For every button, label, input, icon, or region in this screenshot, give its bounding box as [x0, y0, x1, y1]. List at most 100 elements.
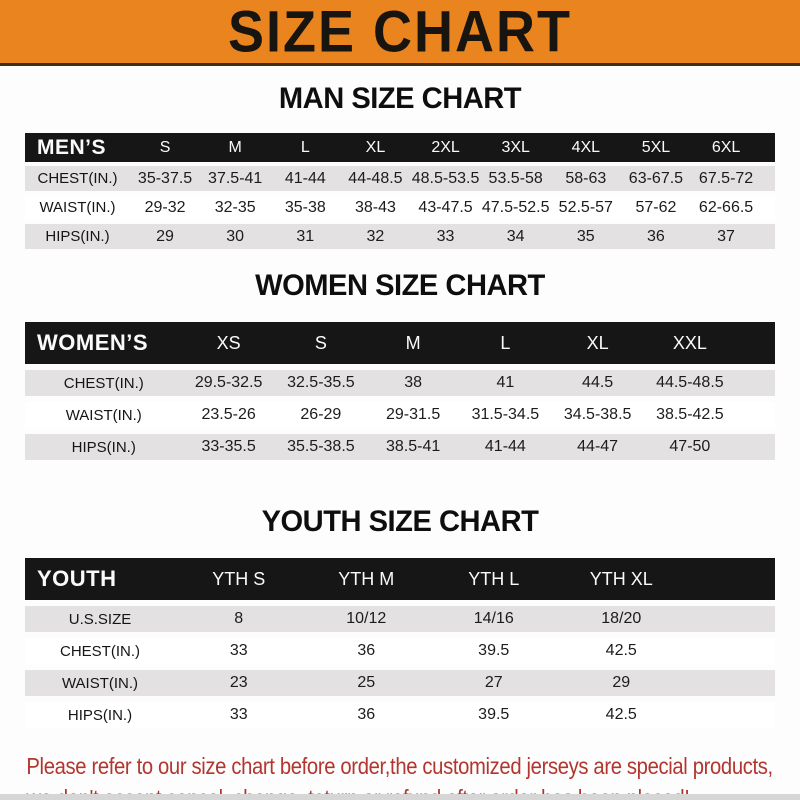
size-value-cell: 32-35 — [200, 195, 271, 220]
size-value-cell: 34.5-38.5 — [551, 402, 644, 428]
size-value-cell: 29.5-32.5 — [182, 370, 275, 396]
youth-table-row: HIPS(IN.) 33 36 39.5 42.5 — [25, 702, 775, 728]
row-label: U.S.SIZE — [25, 606, 175, 632]
column-header-m: M — [200, 133, 271, 162]
size-value-cell: 34 — [480, 224, 551, 249]
size-value-cell: 44.5 — [551, 370, 644, 396]
size-value-cell: 58-63 — [550, 166, 621, 191]
size-value-cell: 31 — [270, 224, 341, 249]
men-section-heading: MAN SIZE CHART — [278, 82, 522, 115]
size-value-cell: 38-43 — [340, 195, 411, 220]
size-value-cell: 36 — [302, 702, 430, 728]
size-value-cell: 44-48.5 — [340, 166, 411, 191]
men-table-header-row: MEN’S S M L XL 2XL 3XL 4XL 5XL 6XL — [25, 133, 775, 162]
size-value-cell: 33 — [410, 224, 481, 249]
disclaimer-line-1: Please refer to our size chart before or… — [26, 753, 773, 779]
row-filler-cell — [685, 702, 775, 728]
column-header-4xl: 4XL — [550, 133, 621, 162]
column-header-2xl: 2XL — [410, 133, 481, 162]
header-filler-cell — [685, 558, 775, 600]
size-value-cell: 36 — [302, 638, 430, 664]
women-size-table: WOMEN’S XS S M L XL XXL CHEST(IN.) 29.5-32.5 32.5… — [25, 316, 775, 466]
column-header-yth-l: YTH L — [430, 558, 558, 600]
size-value-cell: 35 — [550, 224, 621, 249]
women-table-row: HIPS(IN.) 33-35.5 35.5-38.5 38.5-41 41-44 44-… — [25, 434, 775, 460]
row-filler-cell — [761, 224, 775, 249]
row-filler-cell — [761, 166, 775, 191]
size-value-cell: 23.5-26 — [182, 402, 275, 428]
size-value-cell: 63-67.5 — [620, 166, 691, 191]
size-value-cell: 41-44 — [459, 434, 552, 460]
size-value-cell: 44.5-48.5 — [643, 370, 736, 396]
size-value-cell: 62-66.5 — [691, 195, 762, 220]
size-value-cell: 41-44 — [270, 166, 341, 191]
row-filler-cell — [685, 606, 775, 632]
youth-table-row: WAIST(IN.) 23 25 27 29 — [25, 670, 775, 696]
size-value-cell: 8 — [175, 606, 303, 632]
column-header-yth-m: YTH M — [302, 558, 430, 600]
row-filler-cell — [736, 402, 775, 428]
size-value-cell: 32.5-35.5 — [274, 370, 367, 396]
column-header-xl: XL — [551, 322, 644, 364]
size-chart-banner: SIZE CHART — [0, 0, 800, 66]
size-value-cell: 37 — [691, 224, 762, 249]
size-value-cell: 27 — [430, 670, 558, 696]
size-value-cell: 38.5-42.5 — [643, 402, 736, 428]
size-value-cell: 44-47 — [551, 434, 644, 460]
row-filler-cell — [685, 670, 775, 696]
column-header-yth-xl: YTH XL — [557, 558, 685, 600]
size-value-cell: 29-31.5 — [367, 402, 460, 428]
size-value-cell: 32 — [340, 224, 411, 249]
size-value-cell: 33 — [175, 638, 303, 664]
size-value-cell: 23 — [175, 670, 303, 696]
header-filler-cell — [736, 322, 775, 364]
row-label: CHEST(IN.) — [25, 166, 130, 191]
size-value-cell: 18/20 — [557, 606, 685, 632]
row-filler-cell — [685, 638, 775, 664]
header-filler-cell — [761, 133, 775, 162]
size-value-cell: 33-35.5 — [182, 434, 275, 460]
women-section-heading: WOMEN SIZE CHART — [255, 269, 545, 302]
men-size-table: MEN’S S M L XL 2XL 3XL 4XL 5XL 6XL CHEST(IN.) 35-37… — [25, 129, 775, 253]
column-header-m: M — [367, 322, 460, 364]
men-table-header-label: MEN’S — [25, 133, 130, 162]
size-value-cell: 29-32 — [130, 195, 201, 220]
size-value-cell: 42.5 — [557, 638, 685, 664]
size-value-cell: 41 — [459, 370, 552, 396]
size-value-cell: 26-29 — [274, 402, 367, 428]
row-label: HIPS(IN.) — [25, 702, 175, 728]
youth-table-header-label: YOUTH — [25, 558, 175, 600]
men-table-row: CHEST(IN.) 35-37.5 37.5-41 41-44 44-48.5 48.5… — [25, 166, 775, 191]
row-filler-cell — [736, 434, 775, 460]
size-value-cell: 35-37.5 — [130, 166, 201, 191]
size-value-cell: 29 — [130, 224, 201, 249]
size-value-cell: 10/12 — [302, 606, 430, 632]
size-value-cell: 14/16 — [430, 606, 558, 632]
women-table-header-label: WOMEN’S — [25, 322, 183, 364]
size-value-cell: 31.5-34.5 — [459, 402, 552, 428]
size-value-cell: 57-62 — [620, 195, 691, 220]
size-value-cell: 47-50 — [643, 434, 736, 460]
size-value-cell: 37.5-41 — [200, 166, 271, 191]
size-value-cell: 43-47.5 — [410, 195, 481, 220]
size-value-cell: 53.5-58 — [480, 166, 551, 191]
size-value-cell: 42.5 — [557, 702, 685, 728]
size-value-cell: 52.5-57 — [550, 195, 621, 220]
size-value-cell: 39.5 — [430, 638, 558, 664]
column-header-yth-s: YTH S — [175, 558, 303, 600]
page-title: SIZE CHART — [228, 0, 572, 64]
size-value-cell: 39.5 — [430, 702, 558, 728]
youth-table-row: CHEST(IN.) 33 36 39.5 42.5 — [25, 638, 775, 664]
column-header-3xl: 3XL — [480, 133, 551, 162]
column-header-s: S — [130, 133, 201, 162]
youth-table-row: U.S.SIZE 8 10/12 14/16 18/20 — [25, 606, 775, 632]
row-label: WAIST(IN.) — [25, 402, 183, 428]
column-header-s: S — [274, 322, 367, 364]
size-value-cell: 35.5-38.5 — [274, 434, 367, 460]
size-value-cell: 29 — [557, 670, 685, 696]
row-label: WAIST(IN.) — [25, 670, 175, 696]
men-table-row: WAIST(IN.) 29-32 32-35 35-38 38-43 43-47.5 47.… — [25, 195, 775, 220]
row-label: HIPS(IN.) — [25, 434, 183, 460]
column-header-xl: XL — [340, 133, 411, 162]
